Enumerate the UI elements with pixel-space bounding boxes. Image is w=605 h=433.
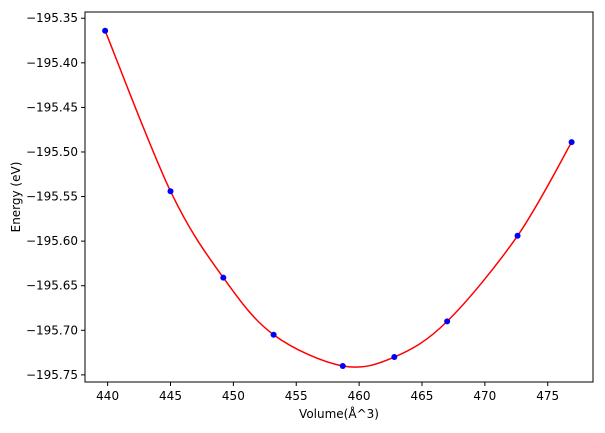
plot-area: [85, 12, 593, 382]
data-point: [167, 188, 174, 195]
y-axis-title: Energy (eV): [9, 162, 23, 233]
x-tick-label: 475: [536, 389, 559, 403]
y-tick-label: −195.75: [26, 368, 78, 382]
x-axis-ticks: 440 445 450 455 460 465 470 475: [96, 382, 559, 403]
y-tick-label: −195.55: [26, 190, 78, 204]
data-point: [568, 139, 575, 146]
x-tick-label: 445: [159, 389, 182, 403]
data-point: [220, 274, 227, 281]
data-point: [444, 318, 451, 325]
data-point: [270, 331, 277, 338]
y-tick-label: −195.40: [26, 56, 78, 70]
y-tick-label: −195.60: [26, 234, 78, 248]
data-point: [339, 362, 346, 369]
x-tick-label: 465: [411, 389, 434, 403]
y-tick-label: −195.50: [26, 145, 78, 159]
x-tick-label: 455: [285, 389, 308, 403]
y-tick-label: −195.35: [26, 11, 78, 25]
x-tick-label: 450: [222, 389, 245, 403]
x-tick-label: 440: [96, 389, 119, 403]
x-axis-title: Volume(Å^3): [299, 406, 379, 421]
y-tick-label: −195.65: [26, 279, 78, 293]
data-point: [102, 27, 109, 34]
data-points-layer: [102, 27, 575, 369]
x-tick-label: 460: [348, 389, 371, 403]
y-tick-label: −195.70: [26, 323, 78, 337]
y-axis-ticks: −195.35 −195.40 −195.45 −195.50 −195.55 −195.…: [26, 11, 85, 382]
data-point: [514, 232, 521, 239]
y-tick-label: −195.45: [26, 100, 78, 114]
x-tick-label: 470: [473, 389, 496, 403]
data-point: [391, 354, 398, 361]
